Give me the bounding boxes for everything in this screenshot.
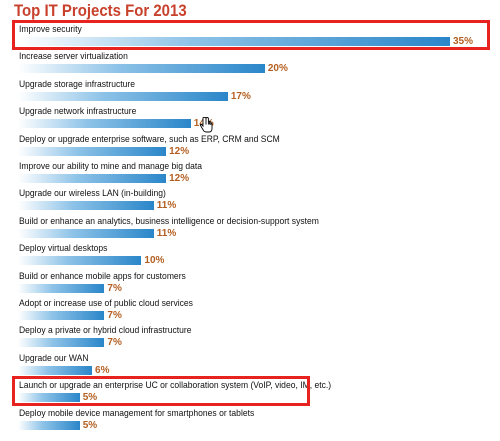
bar — [18, 365, 93, 375]
bar — [18, 146, 167, 156]
bar-row: Upgrade our wireless LAN (in-building) 11… — [0, 188, 500, 214]
bar — [18, 119, 191, 129]
highlight-box — [12, 20, 490, 50]
category-label: Improve our ability to mine and manage b… — [19, 161, 202, 172]
value-label: 11% — [156, 227, 177, 239]
bar — [18, 393, 80, 403]
bar-row: Adopt or increase use of public cloud se… — [0, 298, 500, 324]
value-label: 17% — [230, 90, 251, 102]
bar — [18, 37, 450, 46]
category-label: Deploy mobile device management for smar… — [19, 407, 255, 419]
value-label: 7% — [107, 282, 122, 294]
category-label: Upgrade network infrastructure — [19, 106, 137, 118]
bar — [18, 64, 265, 74]
bar — [18, 256, 142, 266]
bar — [18, 311, 105, 320]
bar — [18, 91, 228, 101]
category-label: Upgrade our WAN — [19, 352, 89, 364]
bar — [18, 283, 105, 293]
bar-row: Upgrade storage infrastructure 17% — [0, 79, 500, 105]
category-label: Deploy a private or hybrid cloud infrast… — [19, 325, 192, 337]
value-label: 6% — [95, 364, 110, 376]
value-label: 7% — [107, 337, 122, 349]
bar-row: Improve security 35% — [0, 24, 500, 50]
category-label: Build or enhance an analytics, business … — [19, 215, 319, 227]
highlight-box — [12, 376, 310, 407]
category-label: Upgrade storage infrastructure — [19, 78, 135, 90]
value-label: 10% — [144, 255, 165, 267]
category-label: Increase server virtualization — [19, 51, 128, 63]
bar-row: Improve our ability to mine and manage b… — [0, 161, 500, 187]
category-label: Upgrade our wireless LAN (in-building) — [19, 188, 166, 200]
bar — [18, 228, 154, 238]
bar — [18, 338, 105, 348]
value-label: 5% — [82, 392, 98, 404]
bar-row: Launch or upgrade an enterprise UC or co… — [0, 380, 500, 406]
bar-row: Build or enhance an analytics, business … — [0, 216, 500, 242]
bar-row: Build or enhance mobile apps for custome… — [0, 271, 500, 297]
category-label: Deploy virtual desktops — [19, 243, 108, 255]
bar — [18, 201, 154, 211]
category-label: Build or enhance mobile apps for custome… — [19, 270, 186, 282]
value-label: 12% — [169, 145, 190, 157]
bar-row: Deploy mobile device management for smar… — [0, 408, 500, 434]
bar-row: Increase server virtualization 20% — [0, 51, 500, 77]
chart-title: Top IT Projects For 2013 — [14, 1, 187, 20]
bar-row: Deploy or upgrade enterprise software, s… — [0, 134, 500, 160]
bar — [18, 174, 167, 183]
value-label: 35% — [453, 36, 474, 47]
category-label: Launch or upgrade an enterprise UC or co… — [19, 380, 332, 392]
category-label: Deploy or upgrade enterprise software, s… — [19, 133, 280, 145]
bar-row: Upgrade our WAN 6% — [0, 353, 500, 379]
bar-row: Deploy a private or hybrid cloud infrast… — [0, 325, 500, 351]
value-label: 7% — [107, 310, 122, 321]
bar-row: Deploy virtual desktops 10% — [0, 243, 500, 269]
bar-row: Upgrade network infrastructure14% — [0, 106, 500, 132]
value-label: 5% — [82, 419, 98, 431]
value-label: 20% — [267, 63, 288, 75]
category-label: Improve security — [19, 24, 82, 35]
value-label: 11% — [156, 200, 177, 212]
hand-cursor-icon — [199, 117, 213, 133]
category-label: Adopt or increase use of public cloud se… — [19, 298, 193, 309]
bar — [18, 420, 80, 430]
value-label: 12% — [169, 173, 190, 184]
